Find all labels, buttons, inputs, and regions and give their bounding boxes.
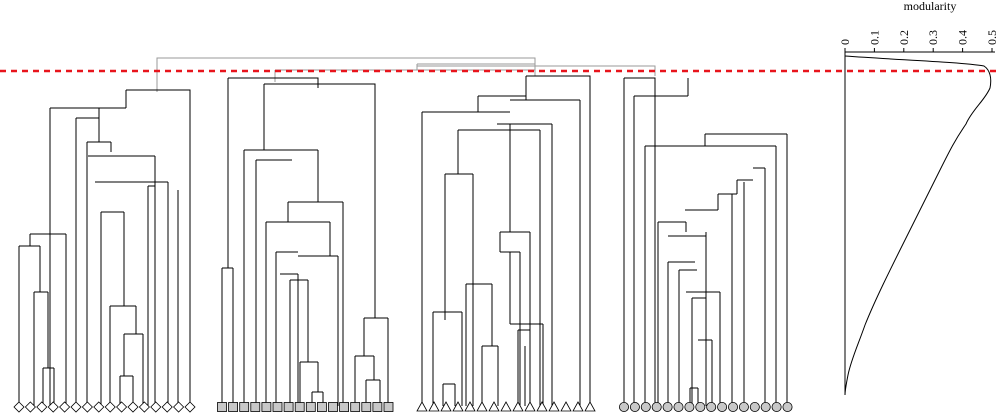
- diamond-leaf-marker: [81, 401, 93, 413]
- diamond-leaf-marker: [184, 401, 196, 413]
- circle-leaf-marker: [651, 401, 662, 412]
- square-leaf-marker: [361, 402, 372, 412]
- square-leaf-marker: [294, 402, 305, 412]
- square-leaf-marker: [239, 402, 250, 412]
- square-leaf-marker: [250, 402, 261, 412]
- square-leaf-marker: [328, 402, 338, 412]
- square-leaf-marker: [283, 402, 294, 412]
- triangle-leaf-marker: [428, 401, 440, 412]
- triangle-leaf-marker: [548, 401, 560, 412]
- modularity-axis: modularity 0 0.1 0.2 0.3 0.4 0.5: [838, 0, 999, 396]
- circle-leaf-marker: [728, 401, 739, 412]
- circle-leaf-marker: [673, 401, 684, 412]
- triangle-leaf-marker: [416, 401, 428, 412]
- square-leaf-marker: [217, 402, 227, 412]
- circle-leaf-marker: [684, 401, 695, 412]
- dendrogram-cluster-4: [623, 77, 788, 406]
- circle-leaf-marker: [782, 401, 793, 412]
- leaf-markers: [13, 401, 793, 413]
- dendrogram-cluster-1: [18, 89, 191, 406]
- upper-linkage: [156, 57, 656, 92]
- dendrogram-cluster-2: [221, 77, 389, 406]
- circle-leaf-marker: [760, 401, 771, 412]
- diamond-leaf-marker: [13, 401, 25, 413]
- diamond-leaf-marker: [138, 401, 150, 413]
- diamond-leaf-marker: [93, 401, 105, 413]
- triangle-leaf-marker: [500, 401, 512, 412]
- circle-leaf-marker: [695, 401, 706, 412]
- square-leaf-marker: [383, 402, 394, 412]
- square-leaf-marker: [316, 402, 327, 412]
- diamond-leaf-marker: [24, 401, 36, 413]
- axis-tick-label: 0.1: [867, 30, 881, 45]
- diamond-leaf-marker: [173, 401, 185, 413]
- modularity-curve: [844, 55, 992, 396]
- triangle-leaf-marker: [452, 401, 464, 412]
- square-leaf-marker: [350, 402, 361, 412]
- circle-leaf-marker: [629, 401, 640, 412]
- circle-leaf-marker: [717, 401, 728, 412]
- square-leaf-marker: [228, 402, 239, 412]
- triangle-leaf-marker: [476, 401, 488, 412]
- diamond-leaf-marker: [59, 401, 71, 413]
- triangle-leaf-marker: [464, 401, 476, 412]
- dendrogram-cluster-3: [421, 75, 591, 406]
- circle-leaf-marker: [738, 401, 749, 412]
- square-leaf-marker: [339, 402, 350, 412]
- diamond-leaf-marker: [70, 401, 82, 413]
- square-leaf-marker: [372, 402, 383, 412]
- circle-leaf-marker: [619, 401, 630, 412]
- axis-title: modularity: [904, 0, 957, 13]
- axis-tick-label: 0.4: [956, 30, 970, 45]
- axis-tick-label: 0: [838, 39, 852, 45]
- diamond-leaf-marker: [161, 401, 173, 413]
- triangle-leaf-marker: [572, 401, 584, 412]
- square-leaf-marker: [305, 402, 316, 412]
- square-leaf-marker: [272, 402, 283, 412]
- diamond-leaf-marker: [47, 401, 59, 413]
- axis-tick-label: 0.5: [985, 30, 999, 45]
- square-leaf-marker: [261, 402, 272, 412]
- diamond-leaf-marker: [150, 401, 162, 413]
- circle-leaf-marker: [706, 401, 717, 412]
- circle-leaf-marker: [662, 401, 673, 412]
- triangle-leaf-marker: [524, 401, 536, 412]
- diamond-leaf-marker: [104, 401, 116, 413]
- circle-leaf-marker: [749, 401, 760, 412]
- triangle-leaf-marker: [512, 401, 524, 412]
- diamond-leaf-marker: [36, 401, 48, 413]
- diamond-leaf-marker: [116, 401, 128, 413]
- triangle-leaf-marker: [536, 401, 548, 412]
- diamond-leaf-marker: [127, 401, 139, 413]
- triangle-leaf-marker: [440, 401, 452, 412]
- circle-leaf-marker: [771, 401, 782, 412]
- axis-tick-label: 0.2: [897, 30, 911, 45]
- circle-leaf-marker: [640, 401, 651, 412]
- triangle-leaf-marker: [560, 401, 572, 412]
- triangle-leaf-marker: [584, 401, 596, 412]
- triangle-leaf-marker: [488, 401, 500, 412]
- axis-tick-label: 0.3: [926, 30, 940, 45]
